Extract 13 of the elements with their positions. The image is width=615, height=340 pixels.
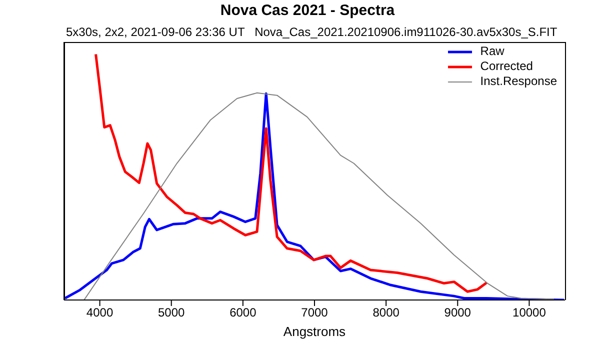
x-tick-label: 5000 (158, 306, 186, 320)
x-tick-label: 4000 (86, 306, 114, 320)
x-tick-label: 8000 (372, 306, 400, 320)
chart-subtitle: 5x30s, 2x2, 2021-09-06 23:36 UT Nova_Cas_2021.20210906.im911026-30.av5x30s_S.FIT (66, 25, 558, 39)
legend-label: Raw (480, 44, 504, 59)
x-tick-label: 10000 (512, 306, 546, 320)
legend-label: Corrected (480, 59, 533, 74)
legend-label: Inst.Response (480, 74, 557, 89)
x-tick-label: 9000 (444, 306, 472, 320)
x-tick-label: 7000 (301, 306, 328, 320)
x-axis-title: Angstroms (283, 324, 346, 339)
chart-title: Nova Cas 2021 - Spectra (219, 2, 396, 19)
x-tick-label: 6000 (230, 306, 257, 320)
